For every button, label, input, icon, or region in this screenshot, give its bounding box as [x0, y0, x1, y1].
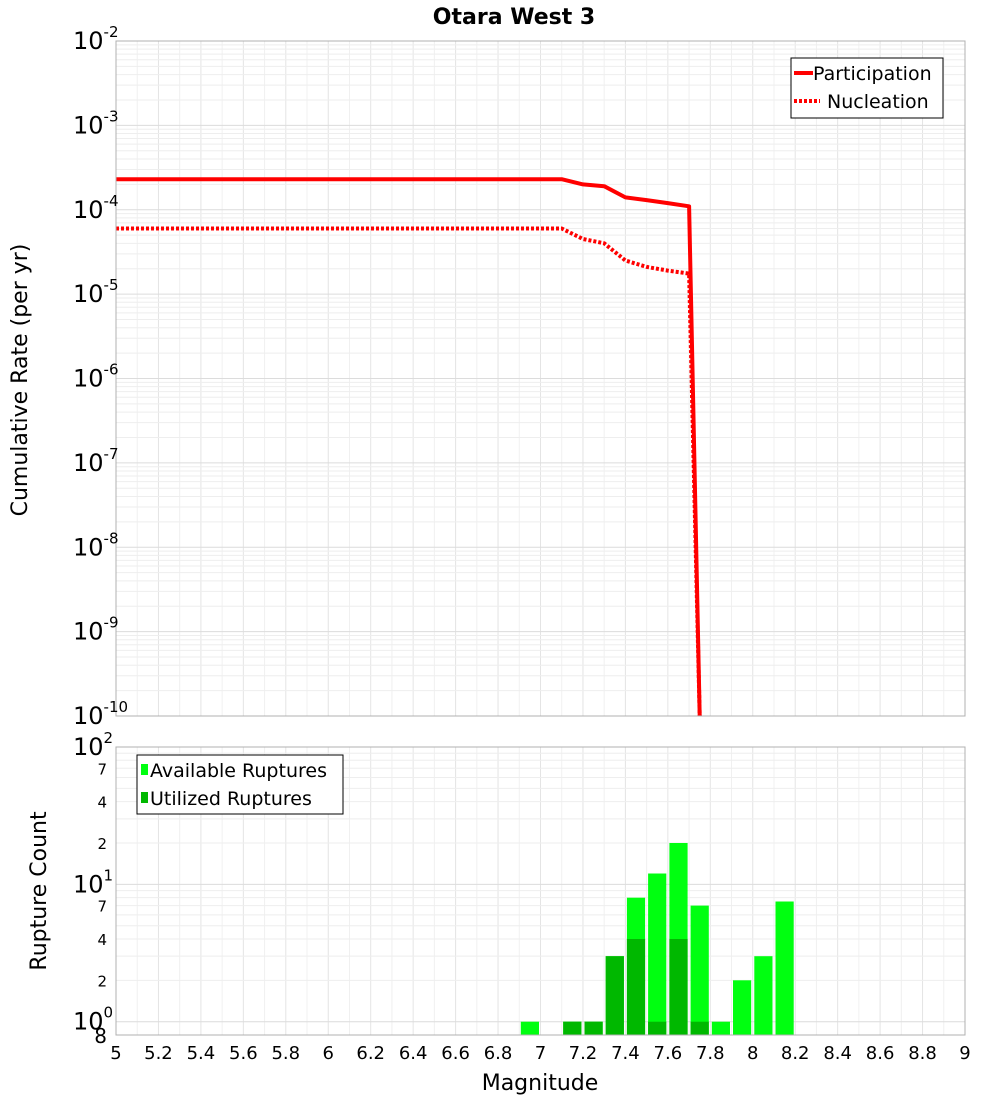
- rupture-plot-frame: [115, 746, 966, 1036]
- bar-available-ruptures: [711, 1021, 730, 1035]
- legend-participation-label: Participation: [813, 63, 932, 85]
- magnitude-x-tick-label: 8.4: [823, 1043, 852, 1064]
- rupture-y-tick-label: 2: [97, 835, 107, 853]
- magnitude-x-tick-label: 7.2: [569, 1043, 598, 1064]
- rupture-y-tick-label: 7: [97, 760, 107, 778]
- rate-y-tick-label: 10-7: [73, 445, 119, 477]
- legend-utilized-label: Utilized Ruptures: [150, 788, 312, 810]
- magnitude-x-tick-label: 5: [110, 1043, 121, 1064]
- rate-y-tick-label: 10-9: [73, 614, 119, 646]
- rate-plot-frame: [115, 40, 966, 717]
- rate-y-axis-ticks: 10-2 10-3 10-4 10-5 10-6 10-7 10-8 10-9 10-10: [73, 23, 128, 730]
- magnitude-x-tick-label: 8.8: [908, 1043, 937, 1064]
- rupture-y-tick-label: 8: [94, 1024, 107, 1048]
- magnitude-x-tick-label: 5.2: [144, 1043, 173, 1064]
- rate-y-tick-label: 10-5: [73, 276, 119, 308]
- magnitude-x-tick-label: 5.6: [229, 1043, 258, 1064]
- rate-y-tick-label: 10-2: [73, 23, 119, 55]
- magnitude-x-tick-label: 6.8: [484, 1043, 513, 1064]
- bar-utilized-ruptures: [584, 1021, 603, 1035]
- bar-available-ruptures: [690, 905, 709, 1035]
- bar-available-ruptures: [754, 956, 773, 1035]
- magnitude-x-tick-label: 5.8: [271, 1043, 300, 1064]
- magnitude-x-tick-label: 6.2: [356, 1043, 385, 1064]
- rupture-y-tick-label: 4: [97, 794, 107, 812]
- magnitude-x-tick-label: 7.6: [654, 1043, 683, 1064]
- magnitude-x-axis-label: Magnitude: [482, 1071, 599, 1096]
- magnitude-x-tick-label: 7: [535, 1043, 546, 1064]
- rate-legend-box: [790, 57, 944, 119]
- legend-available-label: Available Ruptures: [150, 760, 327, 782]
- magnitude-x-tick-label: 7.8: [696, 1043, 725, 1064]
- rupture-legend-box: [136, 754, 344, 815]
- legend-utilized-swatch: [141, 792, 148, 803]
- magnitude-x-tick-label: 6.4: [399, 1043, 428, 1064]
- rate-y-tick-label: 10-3: [73, 107, 119, 139]
- rupture-y-tick-label: 101: [73, 866, 113, 898]
- magnitude-x-tick-label: 6.6: [441, 1043, 470, 1064]
- magnitude-x-tick-label: 8.6: [866, 1043, 895, 1064]
- rupture-y-tick-label: 7: [97, 898, 107, 916]
- series-line-participation: [116, 177, 702, 716]
- rupture-legend: Available Ruptures Utilized Ruptures: [136, 754, 344, 815]
- rate-plot-grid: [115, 41, 966, 717]
- magnitude-x-tick-label: 7.4: [611, 1043, 640, 1064]
- rate-y-tick-label: 10-10: [73, 698, 128, 730]
- magnitude-x-axis-ticks: 5 5.2 5.4 5.6 5.8 6 6.2 6.4 6.6 6.8 7 7.2 7.4 7.6 7.8 8…: [110, 1043, 970, 1064]
- bar-utilized-ruptures: [626, 939, 646, 1035]
- rupture-y-tick-label: 4: [97, 931, 107, 949]
- magnitude-x-tick-label: 5.4: [187, 1043, 216, 1064]
- rupture-y-tick-label: 100: [73, 1004, 113, 1036]
- magnitude-x-tick-label: 8: [747, 1043, 758, 1064]
- rate-plot-series: [116, 177, 702, 716]
- bar-available-ruptures: [775, 901, 794, 1035]
- rate-y-tick-label: 10-8: [73, 529, 119, 561]
- bar-utilized-ruptures: [563, 1021, 582, 1035]
- rate-legend: Participation Nucleation: [790, 57, 944, 119]
- bar-available-ruptures: [648, 873, 667, 1035]
- bar-utilized-ruptures: [690, 1021, 709, 1035]
- rupture-y-axis-label: Rupture Count: [27, 811, 52, 971]
- rate-y-tick-label: 10-6: [73, 361, 119, 393]
- rate-y-axis-label: Cumulative Rate (per yr): [8, 244, 33, 517]
- rupture-plot-bars: [520, 843, 794, 1035]
- legend-nucleation-label: Nucleation: [827, 91, 929, 113]
- rupture-y-tick-label: 2: [97, 972, 107, 990]
- magnitude-x-tick-label: 8.2: [781, 1043, 810, 1064]
- bar-utilized-ruptures: [605, 956, 624, 1035]
- bar-available-ruptures: [520, 1021, 539, 1035]
- legend-available-swatch: [141, 764, 148, 775]
- bar-utilized-ruptures: [669, 939, 688, 1035]
- chart-title: Otara West 3: [433, 5, 595, 30]
- series-line-nucleation: [116, 226, 702, 716]
- rupture-y-tick-label: 102: [73, 729, 113, 761]
- magnitude-x-tick-label: 9: [959, 1043, 970, 1064]
- rate-y-tick-label: 10-4: [73, 192, 119, 224]
- bar-utilized-ruptures: [648, 1021, 667, 1035]
- magnitude-x-tick-label: 6: [323, 1043, 334, 1064]
- rate-plot: 10-2 10-3 10-4 10-5 10-6 10-7 10-8 10-9 10-10 Cu…: [8, 23, 966, 730]
- bar-available-ruptures: [733, 980, 752, 1035]
